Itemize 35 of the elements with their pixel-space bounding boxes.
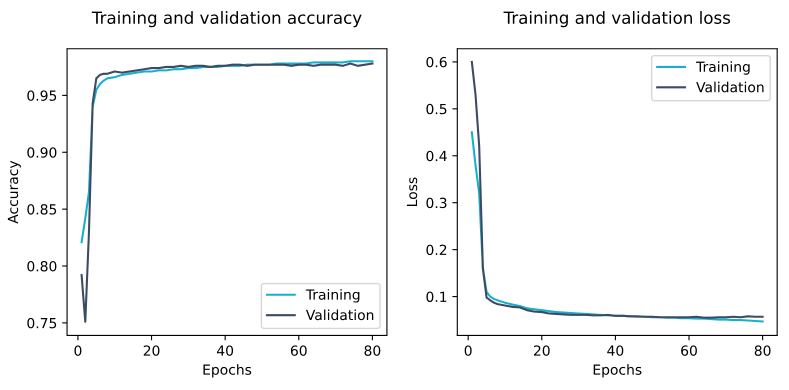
x-tick-label: 60 <box>290 345 307 356</box>
x-tick-label: 60 <box>681 345 697 356</box>
x-tick-label: 80 <box>754 345 771 356</box>
legend-label: Validation <box>696 82 764 92</box>
y-tick-label: 0.95 <box>27 90 56 101</box>
y-tick-label: 0.90 <box>27 147 56 158</box>
legend-label: Validation <box>306 309 374 320</box>
line-series <box>80 60 374 244</box>
x-tick-label: 80 <box>364 345 380 356</box>
line-series <box>470 60 764 319</box>
x-tick-label: 0 <box>464 345 472 356</box>
y-tick-label: 0.85 <box>27 204 56 215</box>
x-tick-label: 0 <box>74 345 82 356</box>
chart-title: Training and validation loss <box>504 11 730 28</box>
x-axis-title: Epochs <box>594 364 642 378</box>
y-axis-title: Accuracy <box>8 160 21 224</box>
y-tick-label: 0.3 <box>426 198 446 208</box>
x-tick-label: 40 <box>217 345 234 356</box>
y-tick-label: 0.6 <box>426 56 447 68</box>
line-series <box>80 62 374 323</box>
y-tick-label: 0.80 <box>27 260 56 272</box>
line-series <box>470 131 764 323</box>
x-tick-label: 20 <box>144 345 160 356</box>
x-tick-label: 20 <box>534 345 550 356</box>
legend-label: Training <box>306 289 360 303</box>
y-tick-label: 0.4 <box>426 150 447 162</box>
legend-label: Training <box>696 61 750 75</box>
x-axis-title: Epochs <box>203 364 252 378</box>
y-tick-label: 0.1 <box>426 292 446 302</box>
y-axis-title: Loss <box>406 178 418 206</box>
y-tick-label: 0.2 <box>426 244 446 256</box>
y-tick-label: 0.5 <box>426 104 446 114</box>
chart-title: Training and validation accuracy <box>92 11 362 28</box>
x-tick-label: 40 <box>607 345 624 356</box>
y-tick-label: 0.75 <box>27 318 56 328</box>
